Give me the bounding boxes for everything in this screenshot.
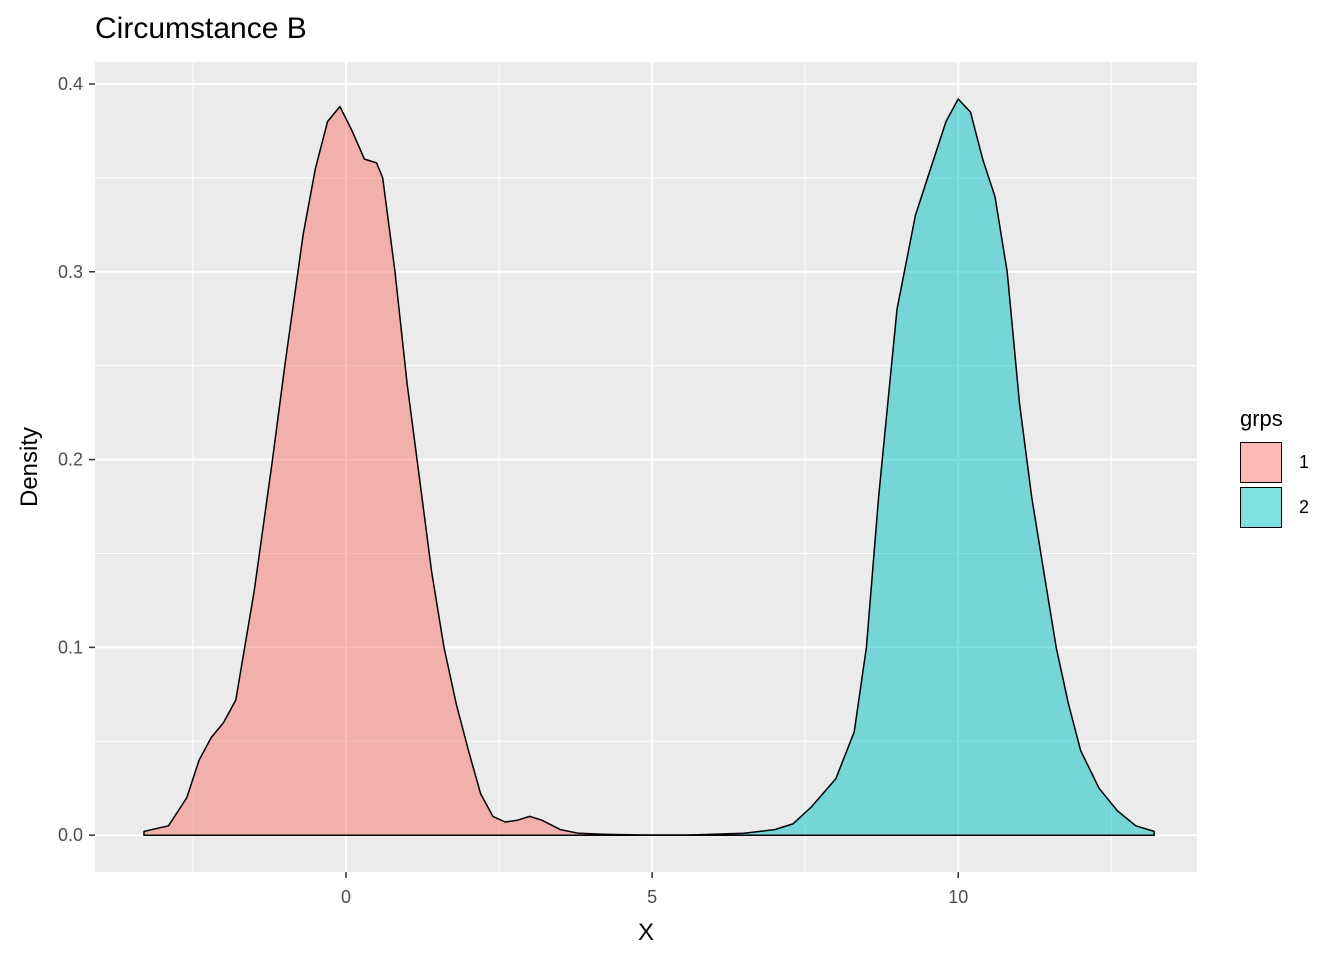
y-tick-label: 0.0 [58, 825, 83, 845]
x-tick-label: 0 [341, 887, 351, 907]
x-tick-label: 5 [647, 887, 657, 907]
chart-title: Circumstance B [95, 12, 307, 45]
x-tick-label: 10 [948, 887, 968, 907]
density-areas [143, 98, 1155, 836]
legend-item-2: 2 [1240, 485, 1309, 530]
x-axis-title: X [638, 919, 654, 946]
y-tick-label: 0.1 [58, 637, 83, 657]
y-tick-label: 0.2 [58, 450, 83, 470]
density-area-2 [143, 98, 1155, 836]
legend-key-1 [1240, 442, 1282, 483]
legend-title: grps [1240, 406, 1283, 431]
axes: 0 5 10 0.0 0.1 0.2 0.3 0.4 [58, 74, 968, 907]
y-axis-title: Density [16, 427, 43, 507]
legend-key-2 [1240, 487, 1282, 528]
legend-item-1: 1 [1240, 440, 1309, 485]
y-tick-label: 0.4 [58, 74, 83, 94]
y-tick-label: 0.3 [58, 262, 83, 282]
legend-label-1: 1 [1299, 452, 1310, 472]
legend-label-2: 2 [1299, 497, 1310, 517]
legend: grps 1 2 [1240, 406, 1309, 530]
